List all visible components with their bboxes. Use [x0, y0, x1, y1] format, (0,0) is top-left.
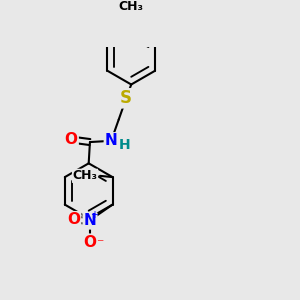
Text: H: H: [119, 138, 131, 152]
Text: CH₃: CH₃: [73, 169, 98, 182]
Text: O: O: [83, 235, 97, 250]
Text: N: N: [105, 133, 118, 148]
Text: S: S: [120, 89, 132, 107]
Text: +: +: [91, 210, 98, 220]
Text: ⁻: ⁻: [96, 237, 103, 251]
Text: O: O: [67, 212, 80, 227]
Text: CH₃: CH₃: [119, 0, 144, 13]
Text: N: N: [84, 213, 96, 228]
Text: O: O: [65, 132, 78, 147]
